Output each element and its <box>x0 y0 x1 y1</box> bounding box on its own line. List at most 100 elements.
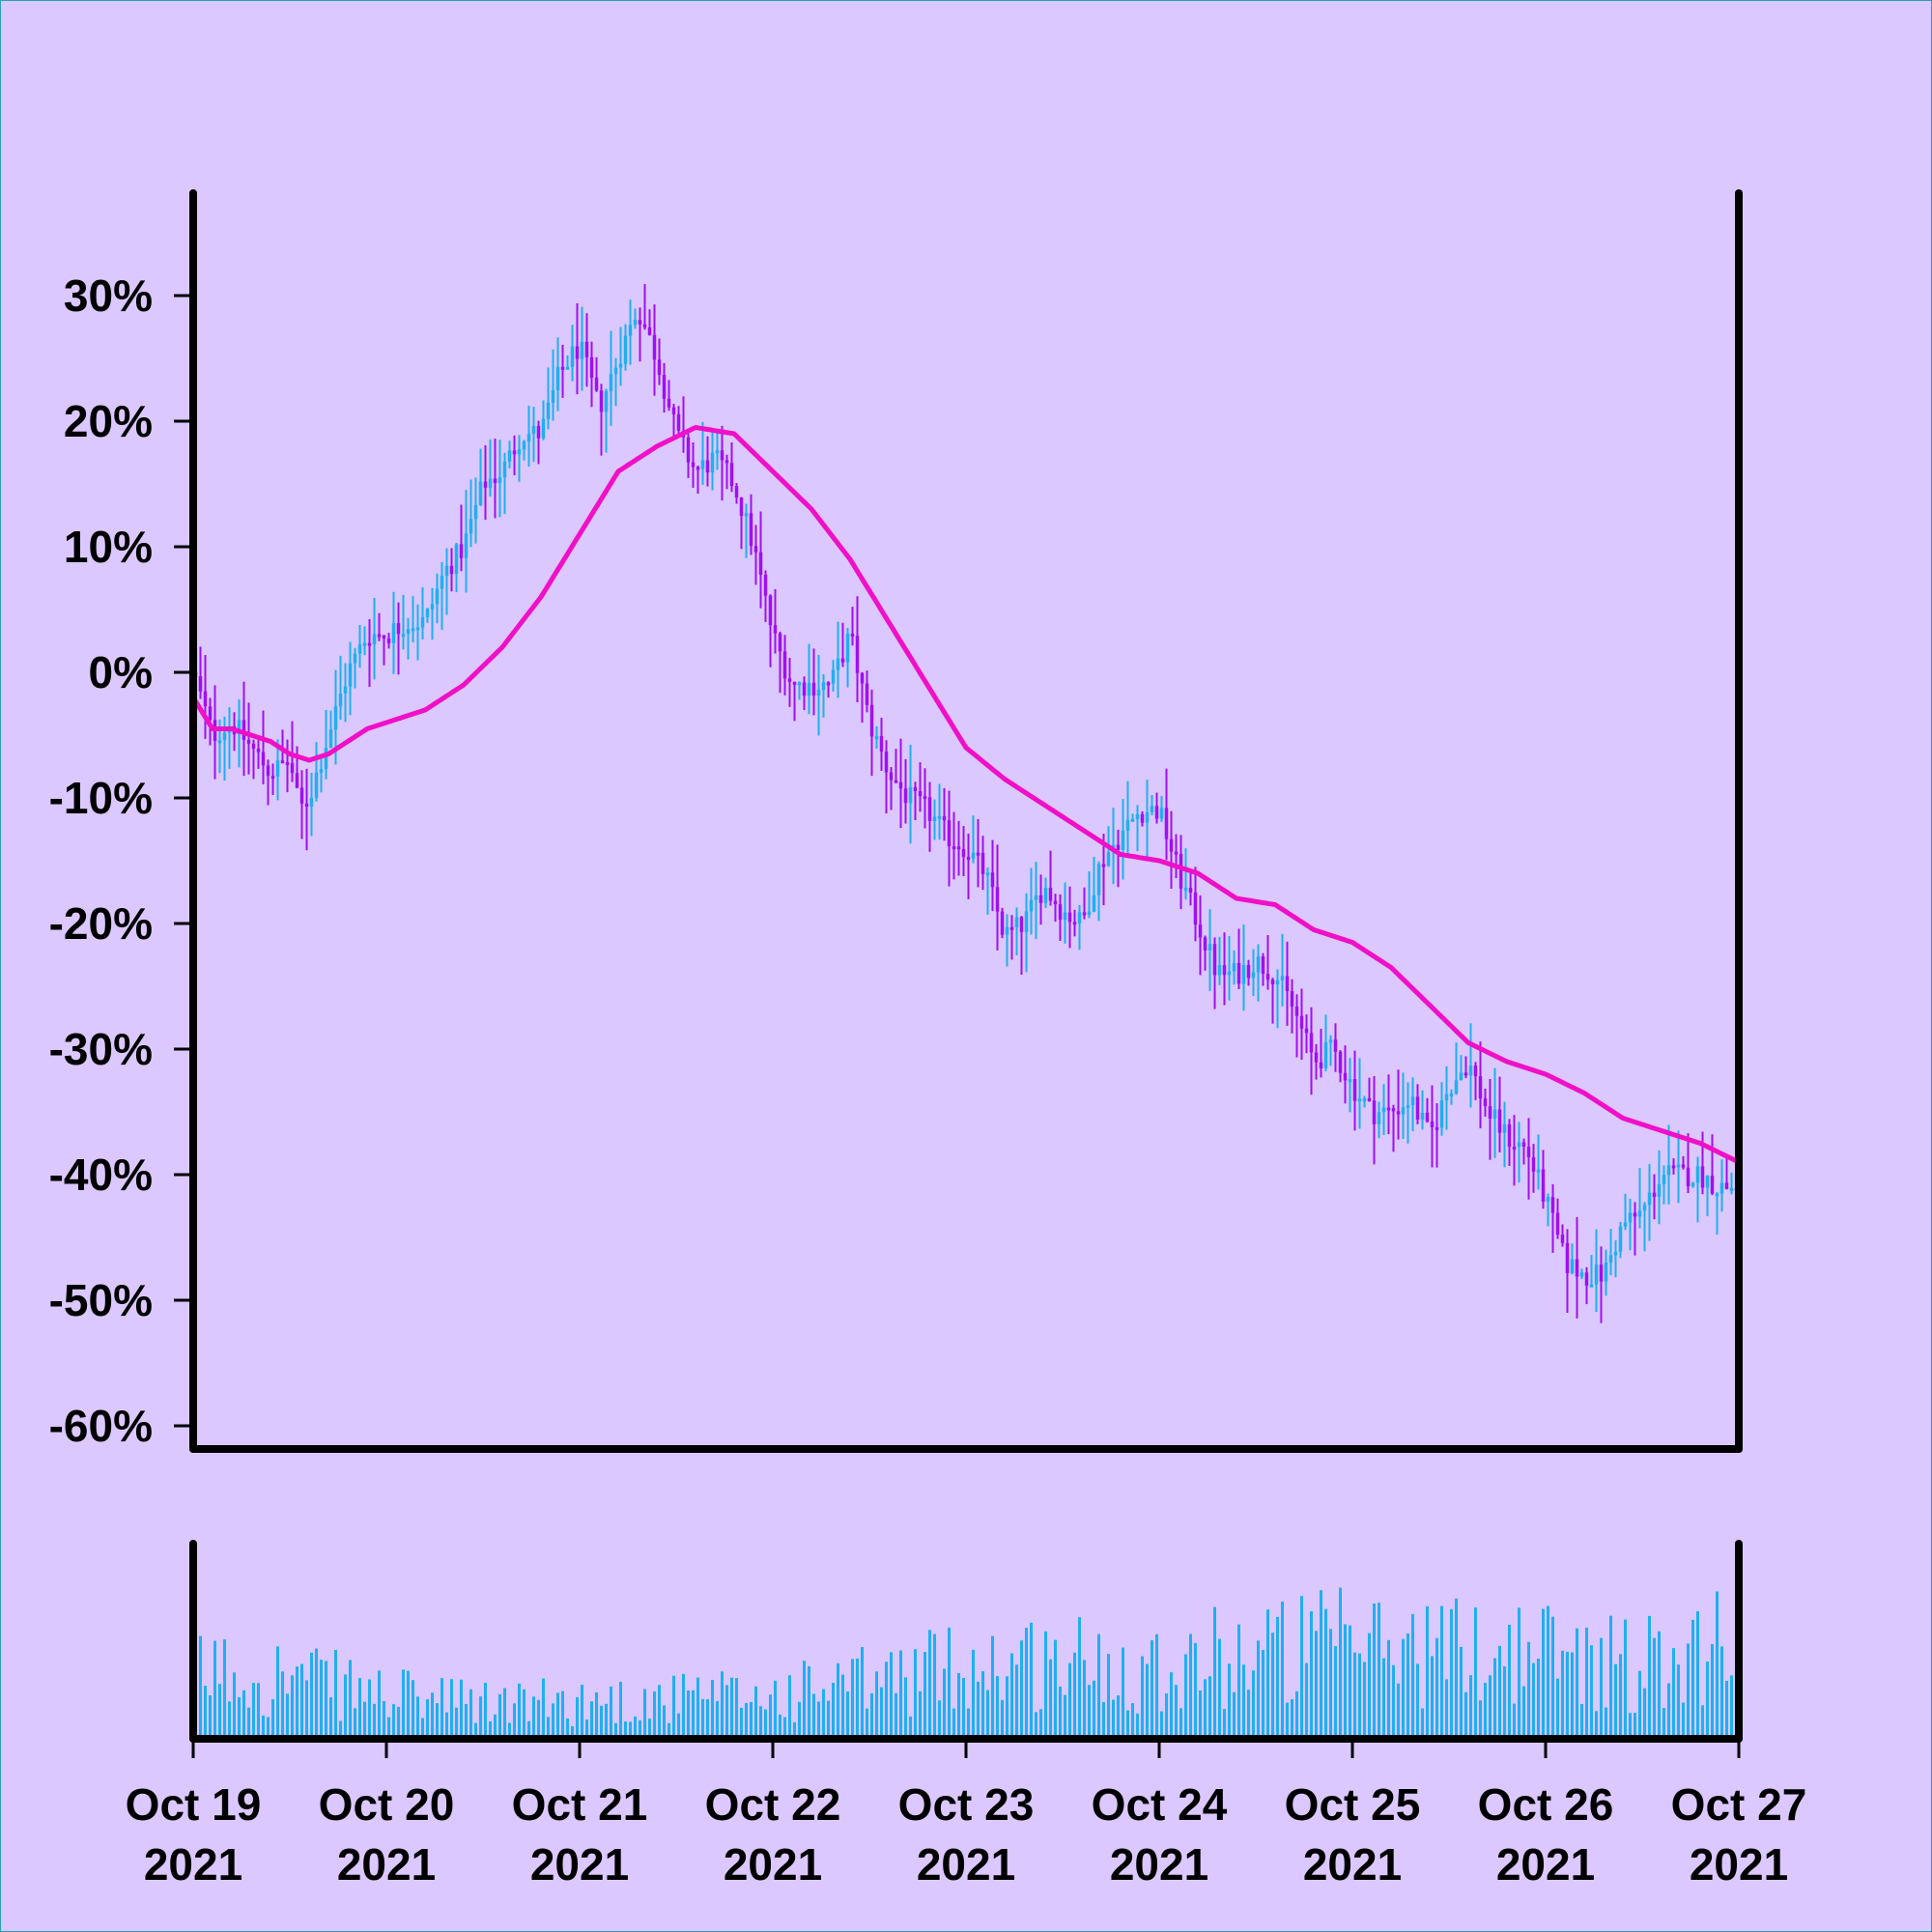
volume-bar <box>1720 1646 1723 1739</box>
volume-bar <box>899 1650 902 1739</box>
candle-body <box>483 481 488 488</box>
candle-body <box>488 478 493 488</box>
volume-bar <box>1242 1664 1245 1739</box>
volume-bar <box>1605 1707 1607 1739</box>
candle-body <box>749 513 753 547</box>
tick-labels: 30% 20% 10% 0% -10% -20% -30% -40% -50% -60% Oct 1… <box>49 270 1807 1889</box>
volume-bar <box>1039 1709 1042 1739</box>
candle-body <box>203 691 208 707</box>
volume-bar <box>532 1696 535 1739</box>
candle-body <box>1623 1222 1628 1227</box>
candle-body <box>478 481 483 505</box>
candle-body <box>1092 895 1096 912</box>
x-tick-label: Oct 23 2021 <box>898 1779 1035 1889</box>
candle-body <box>1642 1205 1647 1211</box>
candle-body <box>391 623 396 643</box>
volume-bar <box>508 1722 511 1739</box>
candle-body <box>642 324 647 327</box>
volume-bar <box>523 1689 526 1739</box>
volume-bar <box>1218 1638 1221 1739</box>
x-tick-label: Oct 24 2021 <box>1092 1779 1228 1889</box>
volume-bar <box>315 1648 318 1739</box>
volume-bar <box>547 1717 550 1739</box>
volume-bar <box>1585 1627 1588 1739</box>
candle-body <box>1468 1065 1473 1076</box>
volume-bar <box>923 1652 926 1739</box>
volume-bar <box>238 1696 241 1739</box>
volume-bar <box>1054 1639 1057 1739</box>
volume-bar <box>648 1719 651 1739</box>
volume-bar <box>392 1704 395 1739</box>
volume-bar <box>349 1660 352 1739</box>
candle-body <box>1096 864 1101 895</box>
volume-bar <box>1141 1656 1144 1739</box>
volume-bar <box>1600 1637 1603 1739</box>
candle-body <box>1657 1183 1662 1197</box>
volume-bar <box>1716 1591 1719 1739</box>
volume-bar <box>1122 1647 1124 1739</box>
volume-bar <box>484 1683 487 1739</box>
volume-bar <box>455 1707 458 1739</box>
candle-body <box>420 616 425 628</box>
y-tick-label: -30% <box>49 1024 153 1074</box>
candle-body <box>1391 1108 1396 1112</box>
volume-bar <box>378 1670 381 1739</box>
candle-body <box>357 644 362 654</box>
candle-body <box>1512 1147 1517 1151</box>
candle-body <box>1372 1100 1377 1124</box>
volume-bar <box>1469 1675 1472 1739</box>
candle-body <box>990 872 995 888</box>
volume-bar <box>595 1691 598 1739</box>
candle-body <box>1575 1259 1579 1277</box>
volume-bar <box>1281 1601 1284 1739</box>
candle-body <box>1449 1093 1454 1096</box>
candle-body <box>237 720 242 735</box>
volume-bar <box>774 1680 777 1739</box>
candle-body <box>1531 1156 1536 1172</box>
volume-bar <box>1020 1640 1023 1739</box>
candle-body <box>295 773 299 788</box>
candle-body <box>889 772 894 781</box>
candle-body <box>435 588 440 605</box>
candle-body <box>266 765 270 777</box>
volume-bar <box>373 1703 376 1739</box>
volume-bar <box>518 1683 521 1739</box>
volume-bar <box>1170 1672 1173 1739</box>
candle-body <box>927 797 932 821</box>
candle-body <box>1106 852 1111 867</box>
candle-body <box>1241 964 1246 984</box>
volume-bar <box>1160 1711 1163 1739</box>
volume-bar <box>677 1713 680 1739</box>
candle-body <box>1526 1146 1531 1157</box>
volume-bar <box>305 1680 308 1739</box>
candle-body <box>1101 864 1106 867</box>
candle-body <box>1454 1080 1459 1094</box>
candle-body <box>493 478 497 484</box>
volume-bar <box>1426 1605 1429 1739</box>
candle-body <box>1261 956 1265 975</box>
volume-bar <box>1725 1681 1728 1739</box>
volume-bar <box>1025 1628 1028 1739</box>
candle-body <box>1000 911 1005 935</box>
volume-bar <box>658 1685 661 1739</box>
candle-body <box>1043 888 1048 903</box>
candle-body <box>1053 900 1058 905</box>
volume-bar <box>325 1661 327 1739</box>
candle-body <box>1676 1164 1681 1168</box>
candle-body <box>1121 831 1125 850</box>
candle-body <box>449 565 454 575</box>
candle-body <box>609 374 613 391</box>
candle-body <box>377 634 382 638</box>
volume-bar <box>407 1670 410 1739</box>
candle-body <box>1198 924 1203 938</box>
candle-body <box>976 852 980 856</box>
candle-body <box>382 635 386 639</box>
volume-bar <box>1015 1664 1018 1739</box>
candle-body <box>1072 922 1077 925</box>
candle-body <box>338 693 343 707</box>
volume-bar <box>262 1715 265 1739</box>
volume-bar <box>837 1662 839 1739</box>
volume-bar <box>614 1722 617 1739</box>
candle-body <box>1290 991 1294 1008</box>
volume-bar <box>204 1686 207 1739</box>
